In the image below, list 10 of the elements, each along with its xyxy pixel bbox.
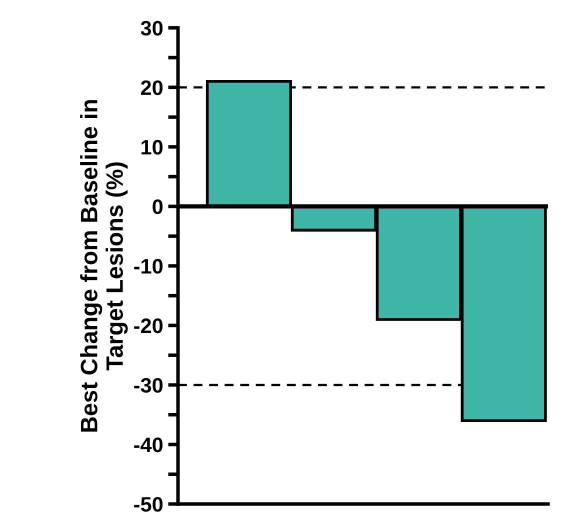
- y-tick-label: -40: [134, 437, 163, 452]
- y-tick-label: 30: [140, 20, 163, 36]
- y-tick-label: -50: [134, 497, 163, 512]
- y-tick-label: -10: [134, 258, 163, 274]
- y-tick-label: 0: [152, 199, 163, 214]
- y-tick-label: 20: [140, 80, 163, 96]
- y-tick-label: -20: [134, 318, 163, 334]
- y-tick-label: 10: [142, 140, 163, 155]
- y-tick-label: -30: [134, 378, 163, 393]
- y-axis-title: Best Change from Baseline in Target Lesions (%): [80, 100, 128, 432]
